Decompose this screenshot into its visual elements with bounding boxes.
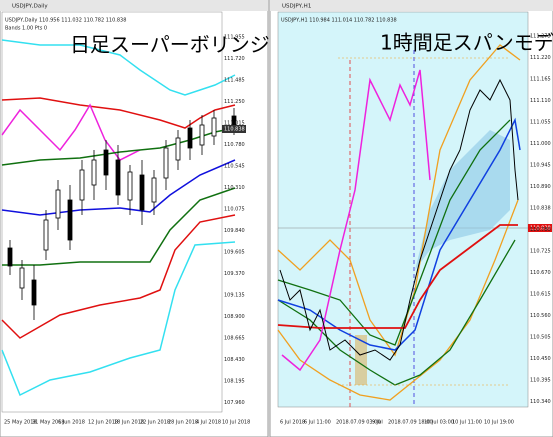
lagging-line — [281, 69, 431, 372]
price-axis-label: 110.310 — [224, 185, 245, 191]
price-axis-label: 111.955 — [224, 35, 245, 41]
info: USDJPY,H1 110.984 111.014 110.782 110.83… — [281, 18, 397, 24]
price-axis-label: 110.560 — [530, 313, 551, 319]
band — [2, 187, 236, 266]
price-axis-label: 110.615 — [530, 292, 551, 298]
price-axis-label: 110.075 — [224, 207, 245, 213]
price-line — [279, 78, 519, 361]
band — [1, 214, 236, 339]
overlay-label: 日足スーパーボリンジャー — [70, 33, 309, 57]
price-axis-label: 111.250 — [224, 99, 245, 105]
right-window: USDJPY,H1 USDJPY,H1 110.984 111.014 110.… — [269, 0, 553, 437]
time-axis-label: 6 Jun 2018 — [58, 420, 85, 426]
time-axis-label: 28 Jun 2018 — [168, 420, 198, 426]
price-axis-label: 107.960 — [224, 400, 245, 406]
title-bar — [0, 0, 268, 11]
plot-area — [1, 11, 223, 413]
price-axis-label: 110.340 — [530, 399, 551, 405]
price-axis-label: 110.890 — [530, 184, 551, 190]
time-axis-label: 2018.07.09 18:00 — [388, 420, 433, 426]
overlay-label: 1時間足スパンモデル — [380, 31, 553, 55]
price-axis-label: 110.450 — [530, 356, 551, 362]
band — [277, 119, 511, 346]
price-axis-label: 108.665 — [224, 336, 245, 342]
time-axis-label: 10 Jul 2018 — [222, 420, 250, 426]
price-axis-label: 110.505 — [530, 335, 551, 341]
time-axis-label: 2018.07.09 03:00 — [336, 420, 381, 426]
info: USDJPY,Daily 110.956 111.032 110.782 110… — [5, 18, 126, 24]
price-axis-label: 109.840 — [224, 228, 245, 234]
price-tag-bg — [222, 125, 246, 133]
time-axis-label: 25 May 2018 — [4, 420, 37, 426]
price-axis-label: 111.485 — [224, 78, 245, 84]
span-line — [277, 224, 518, 329]
span-area — [355, 335, 367, 385]
price-axis-label: 111.110 — [530, 98, 551, 104]
time-axis-label: 22 Jun 2018 — [140, 420, 170, 426]
window-title: USDJPY,Daily — [12, 4, 48, 10]
price-axis-label: 108.430 — [224, 357, 245, 363]
candles — [7, 108, 237, 320]
band — [1, 127, 236, 166]
price-axis-label: 110.780 — [224, 142, 245, 148]
price-axis-label: 108.900 — [224, 314, 245, 320]
price-tag-bg — [528, 224, 552, 232]
price-axis-label: 111.720 — [224, 56, 245, 62]
band — [1, 241, 236, 397]
price-axis-label: 110.670 — [530, 270, 551, 276]
span-line — [277, 117, 521, 351]
time-axis-label: 10 Jul 03:00 — [424, 420, 454, 426]
price-axis-label: 108.195 — [224, 379, 245, 385]
band — [1, 97, 236, 129]
price-axis-label: 111.275 — [530, 34, 551, 40]
price-axis-label: 109.135 — [224, 293, 245, 299]
price-axis-label: 111.165 — [530, 77, 551, 83]
price-axis-label: 111.220 — [530, 55, 551, 61]
price-axis-label: 110.780 — [530, 227, 551, 233]
price-axis-label: 110.725 — [530, 249, 551, 255]
time-axis-label: 4 Jul 2018 — [196, 420, 221, 426]
price-axis-label: 111.015 — [224, 121, 245, 127]
time-axis-label: 10 Jul 11:00 — [452, 420, 482, 426]
band — [277, 44, 521, 357]
moving-average — [1, 159, 236, 216]
price-axis-label: 111.055 — [530, 120, 551, 126]
price-axis-label: 109.605 — [224, 250, 245, 256]
time-axis-label: 6 Jul 2018 — [280, 420, 305, 426]
band — [277, 199, 519, 401]
time-axis-label: 18 Jun 2018 — [114, 420, 144, 426]
price-axis-label: 110.838 — [530, 206, 551, 212]
time-axis-label: 12 Jun 2018 — [88, 420, 118, 426]
time-axis-label: 10 Jul 19:00 — [484, 420, 514, 426]
time-axis-label: 9 Jul — [372, 420, 383, 426]
price-axis-label: 110.545 — [224, 164, 245, 170]
price-tag: 110.838 — [224, 127, 245, 133]
title-bar — [270, 0, 553, 11]
span-area — [415, 130, 510, 270]
time-axis-label: 31 May 2018 — [32, 420, 65, 426]
time-axis-label: 6 Jul 11:00 — [304, 420, 331, 426]
price-axis-label: 111.000 — [530, 141, 551, 147]
band — [1, 39, 236, 96]
info: Bands 1.00 Pts 0 — [5, 26, 47, 32]
price-axis-label: 109.370 — [224, 271, 245, 277]
price-tag: 110.838 — [530, 226, 551, 232]
window-title: USDJPY,H1 — [282, 4, 311, 10]
price-axis-label: 110.945 — [530, 163, 551, 169]
left-window: USDJPY,Daily USDJPY,Daily 110.956 111.03… — [0, 0, 309, 437]
price-axis-label: 110.395 — [530, 378, 551, 384]
